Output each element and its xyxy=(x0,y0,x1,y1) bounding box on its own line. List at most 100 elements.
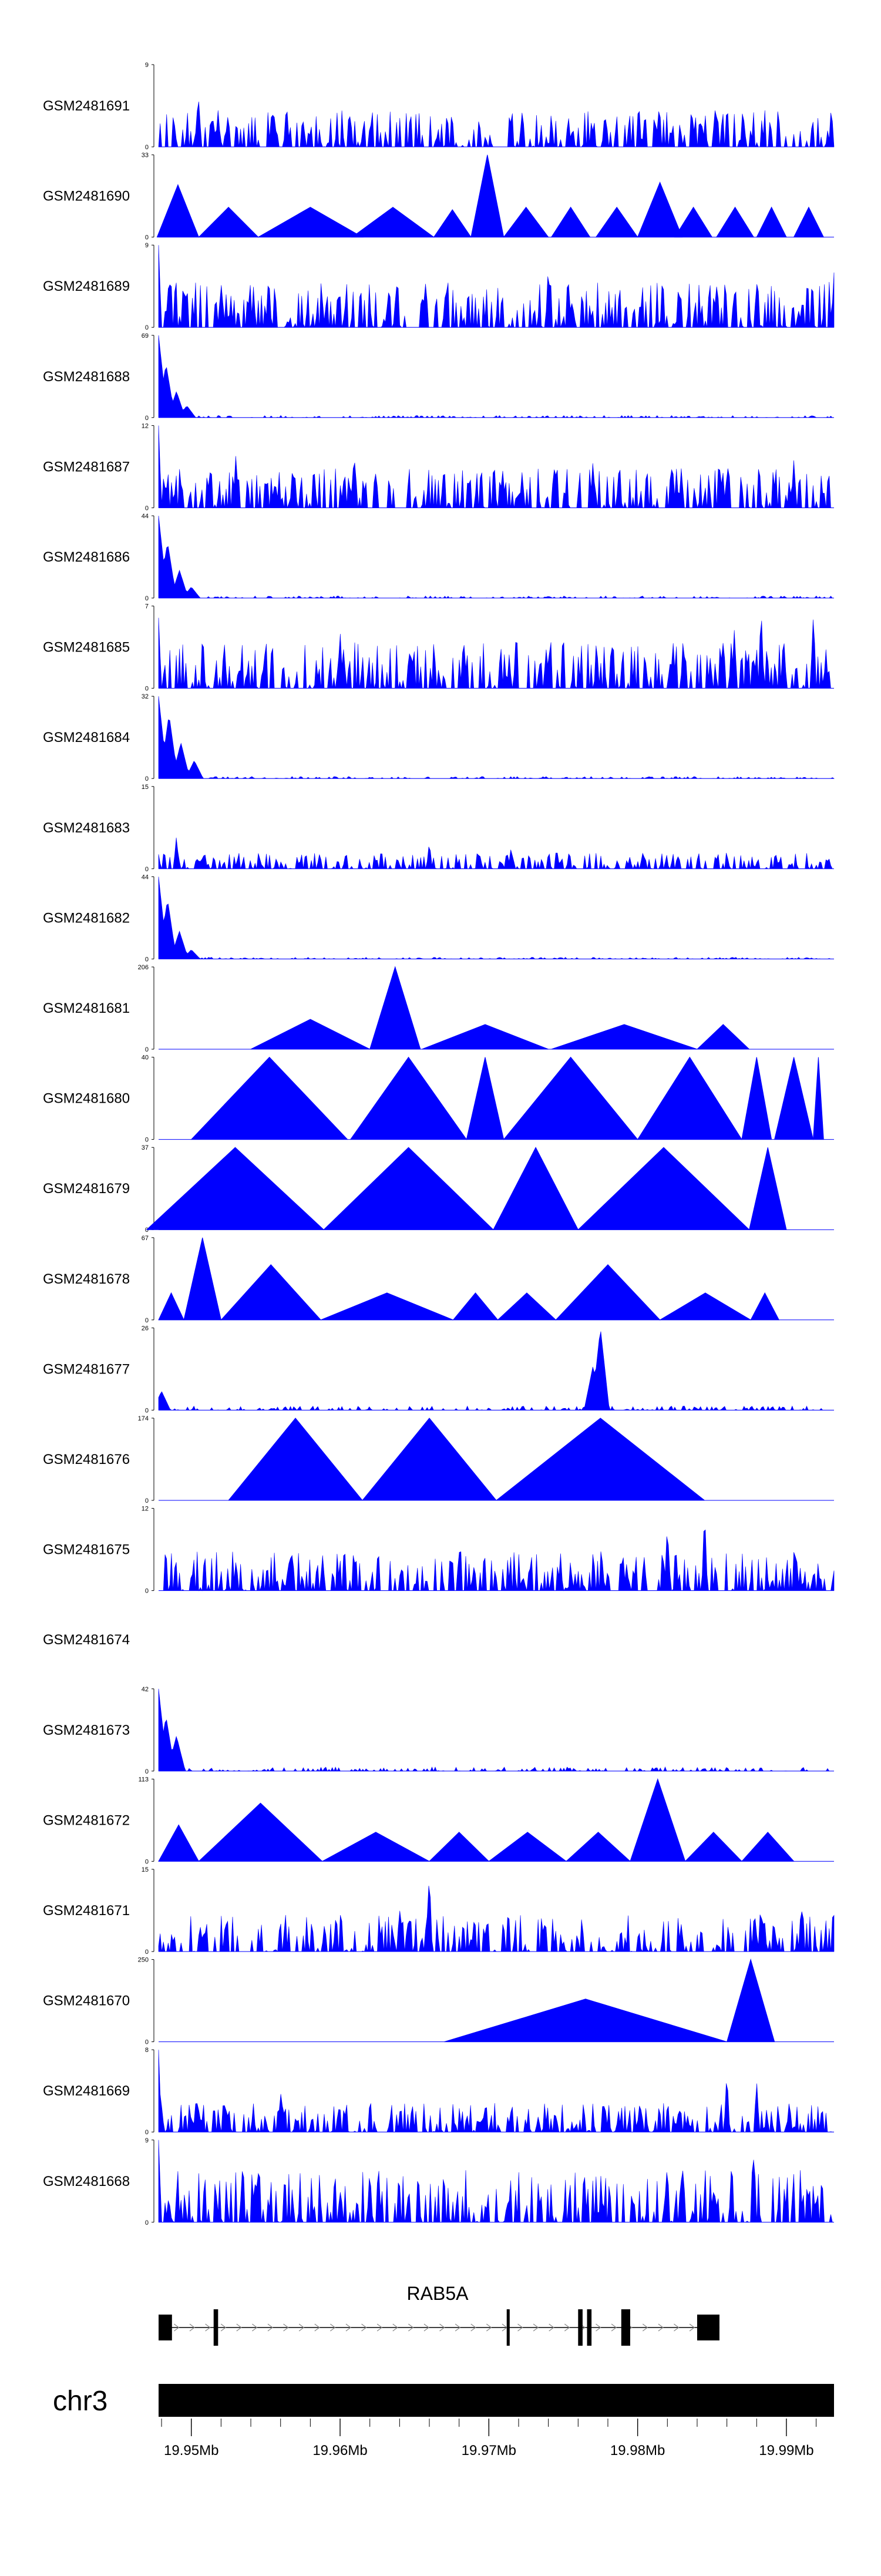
coverage-peak xyxy=(813,1057,824,1140)
y-max-label: 15 xyxy=(142,784,149,791)
y-max-label: 113 xyxy=(138,1776,149,1783)
track-label: GSM2481677 xyxy=(43,1361,130,1377)
y-max-label: 250 xyxy=(138,1957,149,1964)
y-min-label: 0 xyxy=(145,956,149,963)
coverage-peak xyxy=(183,1237,222,1321)
track-label: GSM2481682 xyxy=(43,910,130,926)
coverage-peak xyxy=(715,206,755,238)
coverage-peak xyxy=(550,206,591,238)
strand-arrow xyxy=(408,2323,414,2332)
y-max-label: 7 xyxy=(145,603,149,610)
y-min-label: 0 xyxy=(145,1227,149,1234)
coverage-profile xyxy=(158,1688,834,1772)
y-min-label: 0 xyxy=(145,1588,149,1595)
coverage-peak xyxy=(774,1057,814,1140)
strand-arrow xyxy=(189,2323,195,2332)
y-min-label: 0 xyxy=(145,144,149,151)
y-min-label: 0 xyxy=(145,2219,149,2226)
coverage-peak xyxy=(696,1024,750,1050)
track-label: GSM2481686 xyxy=(43,549,130,565)
coverage-peak xyxy=(493,1147,579,1230)
y-max-label: 32 xyxy=(142,693,149,700)
tick-label: 19.95Mb xyxy=(164,2443,218,2459)
coverage-profile xyxy=(158,2140,834,2223)
gene-exon xyxy=(213,2309,218,2346)
track-label: GSM2481670 xyxy=(43,1993,130,2009)
track-label: GSM2481680 xyxy=(43,1091,130,1107)
strand-arrow xyxy=(611,2323,617,2332)
y-max-label: 206 xyxy=(138,964,149,971)
coverage-peak xyxy=(444,1999,727,2043)
strand-arrow xyxy=(174,2323,180,2332)
y-min-label: 0 xyxy=(145,775,149,782)
coverage-peak xyxy=(466,1057,505,1140)
coverage-peak xyxy=(750,1292,780,1321)
strand-arrow xyxy=(298,2323,305,2332)
strand-arrow xyxy=(455,2323,461,2332)
strand-arrow xyxy=(314,2323,320,2332)
strand-arrow xyxy=(674,2323,680,2332)
y-max-label: 9 xyxy=(145,242,149,249)
y-max-label: 26 xyxy=(142,1325,149,1332)
strand-arrow xyxy=(517,2323,523,2332)
coverage-profile xyxy=(158,1885,835,1953)
y-max-label: 12 xyxy=(142,422,149,429)
track-label: GSM2481687 xyxy=(43,459,130,475)
coverage-peak xyxy=(551,1024,698,1050)
coverage-peak xyxy=(320,1292,453,1321)
track-label: GSM2481689 xyxy=(43,278,130,294)
strand-arrow xyxy=(361,2323,367,2332)
strand-arrow xyxy=(267,2323,273,2332)
gene-exon xyxy=(621,2309,630,2346)
coverage-peak xyxy=(503,1056,638,1140)
coverage-profile xyxy=(158,102,835,147)
coverage-peak xyxy=(741,1057,772,1140)
coverage-peak xyxy=(322,1147,495,1230)
gene-exon xyxy=(159,2315,172,2340)
coverage-peak xyxy=(748,1147,787,1230)
y-max-label: 12 xyxy=(142,1506,149,1513)
coverage-profile xyxy=(158,696,835,779)
tick-label: 19.98Mb xyxy=(610,2443,665,2459)
coverage-peak xyxy=(146,1147,325,1230)
coverage-peak xyxy=(756,206,787,238)
gene-exon xyxy=(697,2315,719,2340)
coverage-peak xyxy=(595,206,638,238)
track-label: GSM2481673 xyxy=(43,1722,130,1738)
y-max-label: 44 xyxy=(142,874,149,881)
strand-arrow xyxy=(439,2323,445,2332)
coverage-peak xyxy=(503,206,549,238)
track-label: GSM2481690 xyxy=(43,189,130,204)
strand-arrow xyxy=(658,2323,664,2332)
track-label: GSM2481691 xyxy=(43,98,130,114)
coverage-peak xyxy=(433,209,472,238)
strand-arrow xyxy=(392,2323,398,2332)
strand-arrow xyxy=(220,2323,227,2332)
track-label: GSM2481679 xyxy=(43,1181,130,1197)
y-max-label: 37 xyxy=(142,1144,149,1151)
track-label: GSM2481688 xyxy=(43,369,130,385)
track-label: GSM2481684 xyxy=(43,730,130,745)
coverage-profile xyxy=(158,876,834,959)
y-max-label: 174 xyxy=(138,1415,149,1422)
coverage-peak xyxy=(565,1832,631,1862)
tick-label: 19.96Mb xyxy=(312,2443,367,2459)
coverage-peak xyxy=(741,1832,795,1862)
coverage-peak xyxy=(369,966,421,1050)
strand-arrow xyxy=(596,2323,601,2332)
track-label: GSM2481674 xyxy=(43,1632,130,1648)
coverage-peak xyxy=(726,1958,775,2043)
coverage-peak xyxy=(156,184,200,238)
track-label: GSM2481676 xyxy=(43,1452,130,1467)
strand-arrow xyxy=(564,2323,570,2332)
coverage-peak xyxy=(220,1264,322,1321)
coverage-peak xyxy=(487,1832,567,1862)
coverage-peak xyxy=(198,1802,323,1862)
y-min-label: 0 xyxy=(145,2129,149,2136)
coverage-peak xyxy=(470,155,505,238)
y-max-label: 40 xyxy=(142,1054,149,1062)
coverage-profile xyxy=(158,425,834,509)
coverage-peak xyxy=(228,1418,364,1501)
track-label: GSM2481671 xyxy=(43,1903,130,1919)
y-min-label: 0 xyxy=(145,866,149,873)
